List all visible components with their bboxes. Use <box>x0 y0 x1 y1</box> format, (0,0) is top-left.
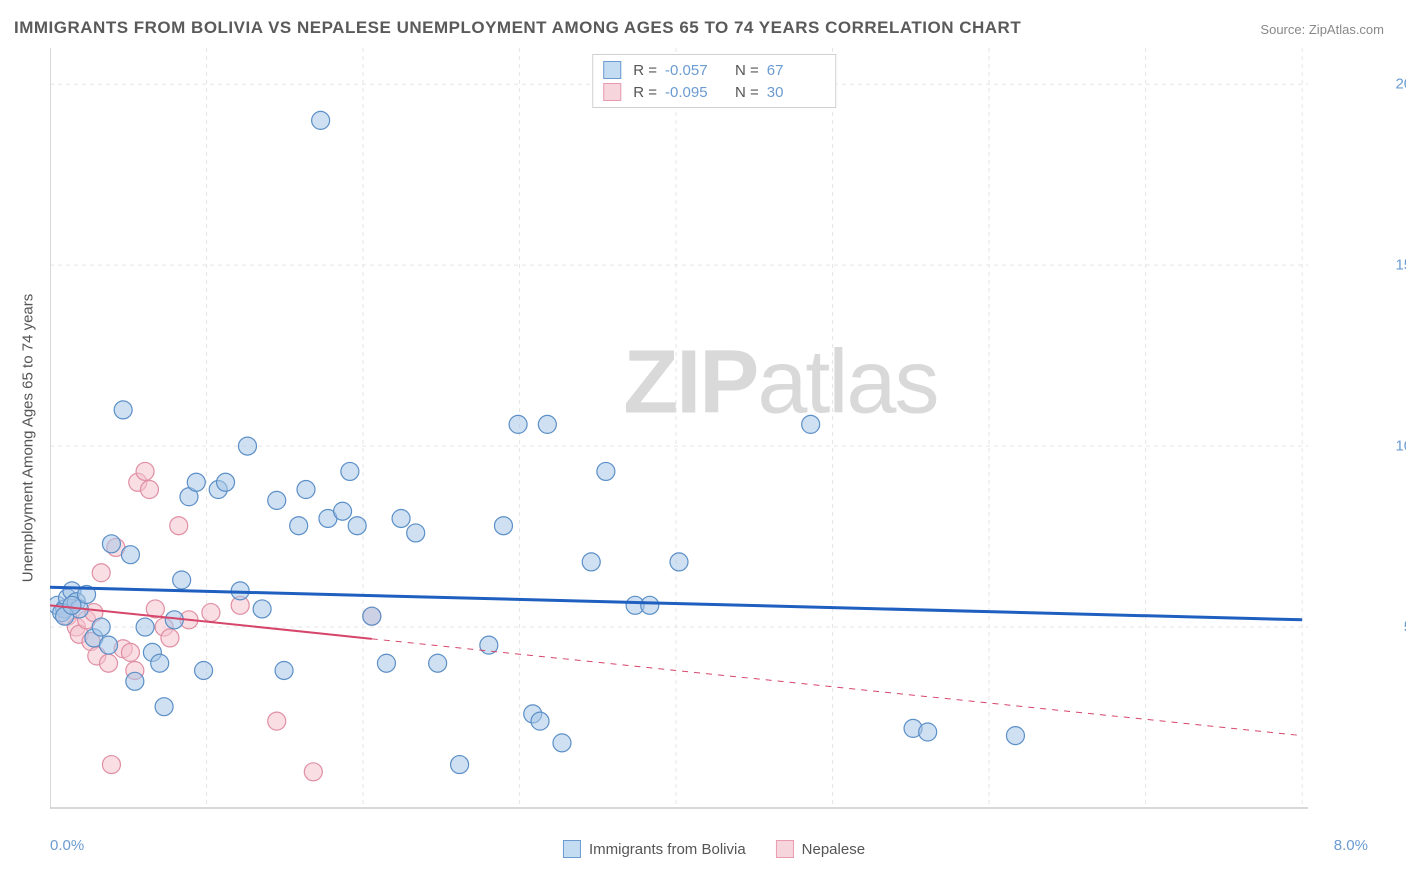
legend-item-nepalese: Nepalese <box>776 840 865 858</box>
legend-stats-row-1: R = -0.095 N = 30 <box>603 81 825 103</box>
r-label: R = <box>633 84 657 101</box>
source-attribution: Source: ZipAtlas.com <box>1260 22 1384 37</box>
y-tick-label: 15.0% <box>1395 257 1406 274</box>
x-tick-label: 0.0% <box>50 837 84 854</box>
n-label: N = <box>735 84 759 101</box>
scatter-plot <box>50 48 1378 828</box>
source-value: ZipAtlas.com <box>1309 22 1384 37</box>
y-axis-label: Unemployment Among Ages 65 to 74 years <box>20 294 37 583</box>
r-value-bolivia: -0.057 <box>665 62 723 79</box>
n-value-nepalese: 30 <box>767 84 825 101</box>
swatch-nepalese <box>776 840 794 858</box>
swatch-bolivia <box>563 840 581 858</box>
legend-label-nepalese: Nepalese <box>802 841 865 858</box>
source-label: Source: <box>1260 22 1305 37</box>
y-tick-label: 10.0% <box>1395 438 1406 455</box>
legend-stats-row-0: R = -0.057 N = 67 <box>603 59 825 81</box>
y-tick-label: 20.0% <box>1395 76 1406 93</box>
n-value-bolivia: 67 <box>767 62 825 79</box>
legend-series: Immigrants from Bolivia Nepalese <box>563 840 865 858</box>
x-tick-label: 8.0% <box>1334 837 1368 854</box>
chart-area: Unemployment Among Ages 65 to 74 years Z… <box>50 48 1378 828</box>
legend-item-bolivia: Immigrants from Bolivia <box>563 840 746 858</box>
r-label: R = <box>633 62 657 79</box>
r-value-nepalese: -0.095 <box>665 84 723 101</box>
n-label: N = <box>735 62 759 79</box>
legend-label-bolivia: Immigrants from Bolivia <box>589 841 746 858</box>
chart-title: IMMIGRANTS FROM BOLIVIA VS NEPALESE UNEM… <box>14 18 1021 38</box>
swatch-nepalese <box>603 83 621 101</box>
legend-stats: R = -0.057 N = 67 R = -0.095 N = 30 <box>592 54 836 108</box>
swatch-bolivia <box>603 61 621 79</box>
